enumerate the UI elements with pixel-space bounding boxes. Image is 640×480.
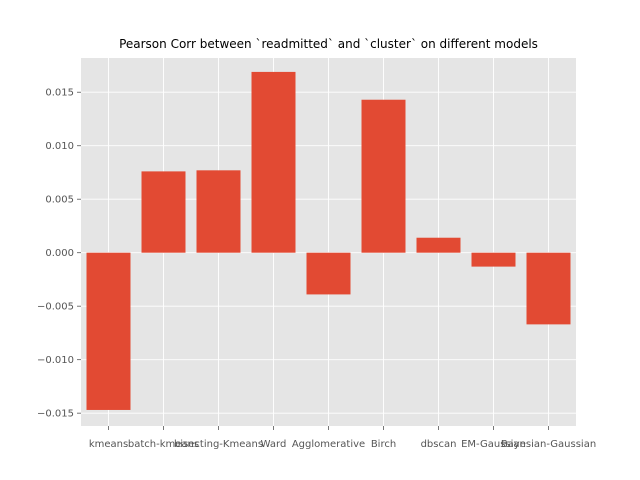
x-tick-label: Birch xyxy=(371,439,396,450)
x-tick-label: Bayesian-Gaussian xyxy=(501,439,596,450)
bar-dbscan xyxy=(416,237,461,253)
x-tick-label: Ward xyxy=(261,439,287,450)
x-tick-label: kmeans xyxy=(89,439,128,450)
bar-EM-Gaussian xyxy=(471,252,516,267)
y-tick-label: 0.005 xyxy=(45,195,74,206)
x-tick-label: bisecting-Kmeans xyxy=(174,439,263,450)
y-tick-label: −0.010 xyxy=(37,355,74,366)
y-tick-label: −0.005 xyxy=(37,302,74,313)
y-tick-label: −0.015 xyxy=(37,409,74,420)
x-tick-label: EM-Gaussian xyxy=(461,439,526,450)
x-tick-label: batch-kmeans xyxy=(128,439,199,450)
bar-Ward xyxy=(251,71,296,253)
x-tick-label: Agglomerative xyxy=(292,439,365,450)
bar-Agglomerative xyxy=(306,252,351,295)
x-tick-label: dbscan xyxy=(421,439,457,450)
bar-Bayesian-Gaussian xyxy=(526,252,571,325)
bar-batch-kmeans xyxy=(141,171,186,253)
bar-bisecting-Kmeans xyxy=(196,170,241,253)
bar-kmeans xyxy=(86,252,131,410)
y-tick-label: 0.015 xyxy=(45,88,74,99)
bar-Birch xyxy=(361,99,406,253)
y-tick-label: 0.000 xyxy=(45,248,74,259)
chart-title: Pearson Corr between `readmitted` and `c… xyxy=(119,37,538,51)
y-tick-label: 0.010 xyxy=(45,141,74,152)
y-axis-ticks: −0.015 −0.010 −0.005 0.000 0.005 0.010 0.015 xyxy=(37,88,81,420)
bars xyxy=(86,71,571,410)
